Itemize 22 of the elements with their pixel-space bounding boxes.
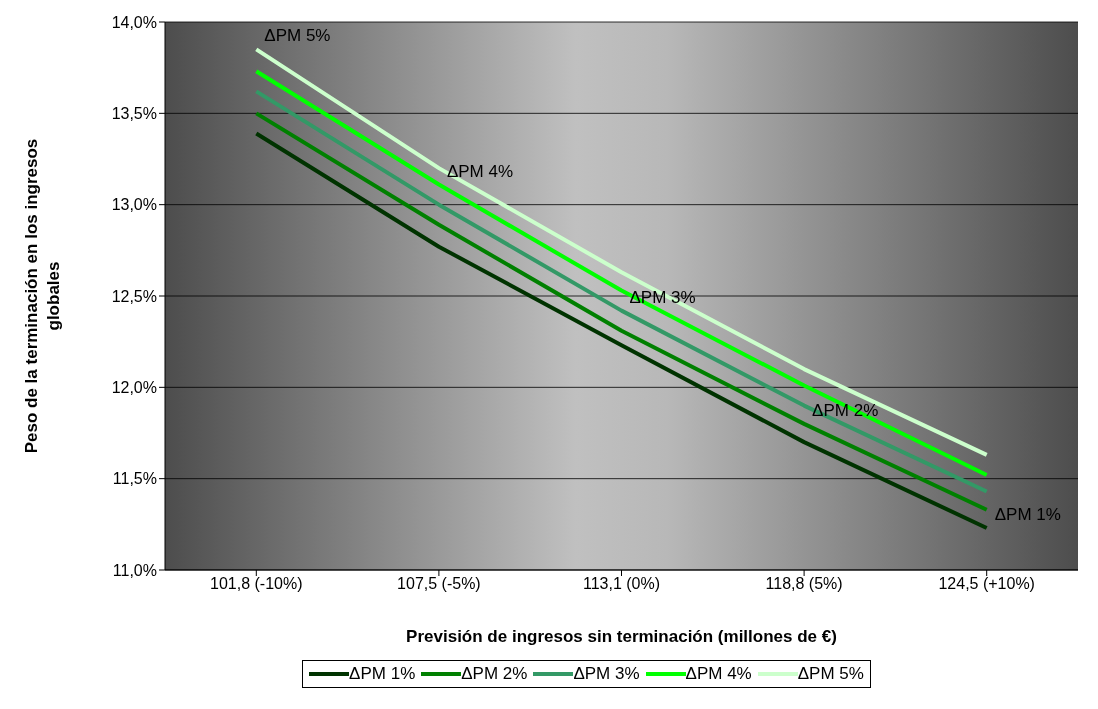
y-tick-label: 11,0% [112, 561, 157, 579]
x-tick-label: 101,8 (-10%) [210, 575, 303, 593]
y-tick-label: 12,5% [111, 287, 157, 305]
y-tick-label: 13,0% [111, 196, 157, 214]
x-tick-label: 124,5 (+10%) [938, 575, 1035, 593]
y-tick-label: 14,0% [111, 13, 157, 31]
y-axis-title: Peso de la terminación en los ingresos globales [22, 138, 63, 454]
legend-label: ΔPM 4% [684, 664, 752, 684]
annotation: ΔPM 1% [994, 504, 1061, 524]
legend-label: ΔPM 3% [572, 664, 640, 684]
legend-label: ΔPM 1% [348, 664, 416, 684]
legend-label: ΔPM 2% [460, 664, 528, 684]
legend-label: ΔPM 5% [796, 664, 864, 684]
annotation: ΔPM 4% [446, 161, 514, 181]
y-tick-label: 11,5% [112, 470, 157, 488]
annotation: ΔPM 5% [264, 26, 331, 46]
x-tick-label: 113,1 (0%) [582, 575, 661, 593]
x-tick-label: 107,5 (-5%) [397, 575, 481, 593]
y-tick-label: 13,5% [111, 105, 157, 123]
x-axis-title: Previsión de ingresos sin terminación (millones de €) [406, 627, 837, 646]
x-tick-label: 118,8 (5%) [765, 575, 843, 593]
y-tick-label: 12,0% [111, 379, 157, 397]
